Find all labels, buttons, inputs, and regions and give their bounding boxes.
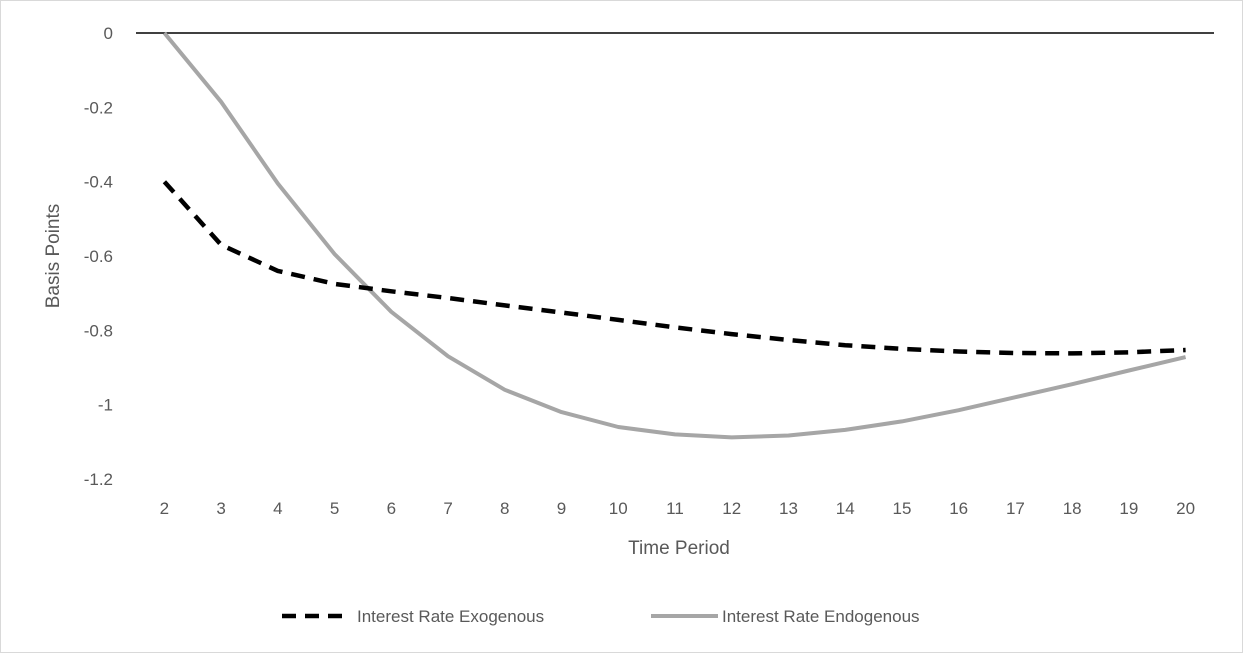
- series-layer: [162, 31, 1187, 440]
- x-tick-label: 5: [330, 499, 339, 518]
- y-axis-ticks: 0 -0.2 -0.4 -0.6 -0.8 -1 -1.2: [84, 24, 113, 489]
- x-tick-label: 12: [722, 499, 741, 518]
- x-tick-label: 2: [160, 499, 169, 518]
- x-tick-label: 18: [1063, 499, 1082, 518]
- series-line-endogenous: [162, 31, 1187, 440]
- y-tick-label: 0: [104, 24, 113, 43]
- x-axis-ticks: 2 3 4 5 6 7 8 9 10 11 12 13 14 15 16 17 18 19 20: [160, 499, 1195, 518]
- y-tick-label: -1: [98, 396, 113, 415]
- x-tick-label: 9: [557, 499, 566, 518]
- y-axis-title: Basis Points: [43, 204, 64, 309]
- series-line-exogenous: [162, 180, 1186, 356]
- x-tick-label: 17: [1006, 499, 1025, 518]
- x-tick-label: 4: [273, 499, 282, 518]
- x-tick-label: 20: [1176, 499, 1195, 518]
- y-tick-label: -1.2: [84, 470, 113, 489]
- x-tick-label: 6: [387, 499, 396, 518]
- y-tick-label: -0.4: [84, 173, 113, 192]
- x-tick-label: 3: [216, 499, 225, 518]
- legend: Interest Rate Exogenous Interest Rate En…: [282, 607, 920, 626]
- x-tick-label: 8: [500, 499, 509, 518]
- x-tick-label: 14: [836, 499, 855, 518]
- x-tick-label: 13: [779, 499, 798, 518]
- legend-label-exogenous: Interest Rate Exogenous: [357, 607, 544, 626]
- x-axis-title: Time Period: [628, 538, 730, 559]
- y-tick-label: -0.8: [84, 321, 113, 340]
- x-tick-label: 7: [443, 499, 452, 518]
- x-tick-label: 10: [609, 499, 628, 518]
- x-tick-label: 16: [949, 499, 968, 518]
- x-tick-label: 19: [1119, 499, 1138, 518]
- legend-label-endogenous: Interest Rate Endogenous: [722, 607, 920, 626]
- y-tick-label: -0.6: [84, 247, 113, 266]
- y-tick-label: -0.2: [84, 98, 113, 117]
- x-tick-label: 11: [666, 499, 684, 518]
- x-tick-label: 15: [892, 499, 911, 518]
